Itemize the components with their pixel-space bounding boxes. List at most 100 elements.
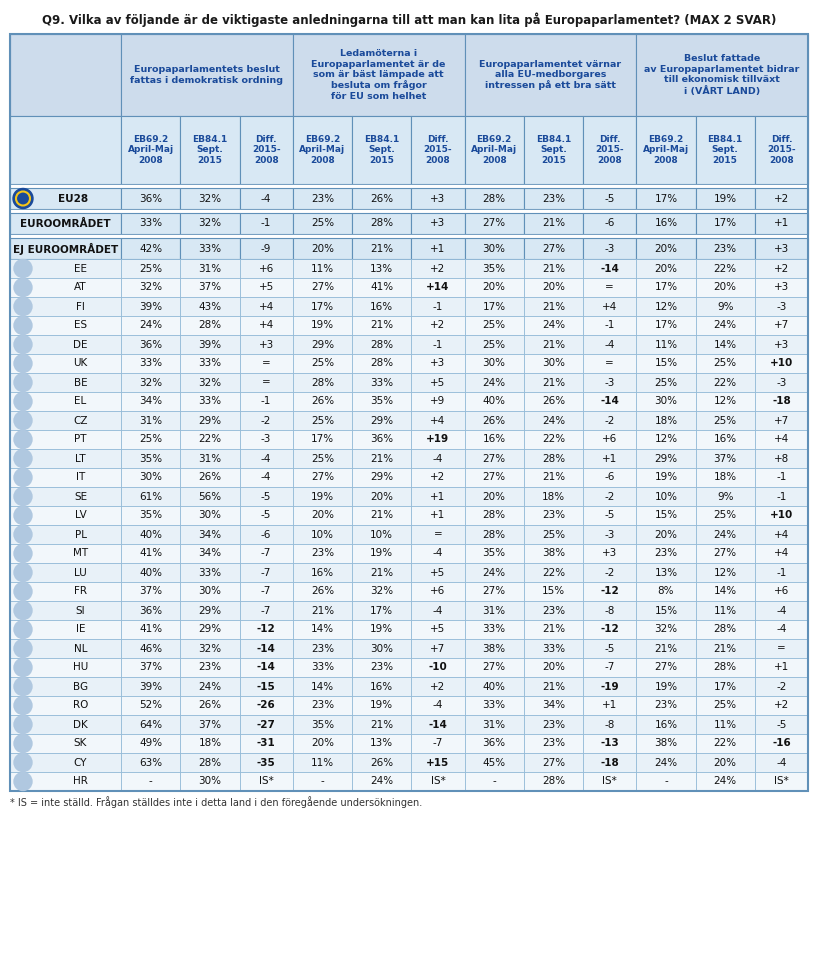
Text: -: - xyxy=(492,776,496,786)
Text: 28%: 28% xyxy=(483,530,506,540)
Bar xyxy=(411,544,465,563)
Text: 23%: 23% xyxy=(311,548,334,558)
Text: 26%: 26% xyxy=(483,416,506,426)
Text: +3: +3 xyxy=(430,358,446,368)
Bar xyxy=(411,753,465,772)
Circle shape xyxy=(14,393,32,410)
Text: 25%: 25% xyxy=(311,358,334,368)
Bar xyxy=(352,468,411,487)
Bar xyxy=(10,316,121,335)
Text: 37%: 37% xyxy=(198,720,222,730)
Text: 16%: 16% xyxy=(654,218,677,229)
Bar xyxy=(465,468,524,487)
Text: +10: +10 xyxy=(770,510,793,520)
Text: 30%: 30% xyxy=(199,586,222,596)
Bar xyxy=(240,238,293,259)
Bar xyxy=(695,582,755,601)
Bar xyxy=(636,620,695,639)
Bar xyxy=(524,188,583,209)
Bar xyxy=(583,116,636,184)
Text: HU: HU xyxy=(73,662,88,672)
Text: -4: -4 xyxy=(433,606,443,616)
Text: 8%: 8% xyxy=(658,586,674,596)
Bar xyxy=(180,658,240,677)
Bar xyxy=(240,696,293,715)
Bar xyxy=(10,582,121,601)
Text: 11%: 11% xyxy=(713,606,737,616)
Text: 24%: 24% xyxy=(483,378,506,388)
Text: =: = xyxy=(262,378,271,388)
Bar xyxy=(636,430,695,449)
Text: 56%: 56% xyxy=(198,492,222,502)
Bar xyxy=(755,696,808,715)
Text: 21%: 21% xyxy=(542,682,565,692)
Bar xyxy=(636,715,695,734)
Text: 18%: 18% xyxy=(654,416,677,426)
Text: 30%: 30% xyxy=(199,510,222,520)
Text: 17%: 17% xyxy=(654,320,677,330)
Circle shape xyxy=(14,431,32,448)
Bar xyxy=(695,297,755,316)
Text: 21%: 21% xyxy=(542,472,565,482)
Text: -4: -4 xyxy=(605,340,615,350)
Text: 20%: 20% xyxy=(311,244,334,253)
Text: 28%: 28% xyxy=(311,378,334,388)
Text: 30%: 30% xyxy=(654,396,677,406)
Bar xyxy=(695,316,755,335)
Bar xyxy=(293,297,352,316)
Bar xyxy=(695,259,755,278)
Text: 34%: 34% xyxy=(542,700,565,710)
Bar xyxy=(755,297,808,316)
Text: +2: +2 xyxy=(774,194,789,204)
Bar xyxy=(755,411,808,430)
Bar xyxy=(755,278,808,297)
Text: 22%: 22% xyxy=(542,434,565,444)
Circle shape xyxy=(14,355,32,372)
Bar xyxy=(636,354,695,373)
Text: 15%: 15% xyxy=(654,510,677,520)
Bar xyxy=(240,487,293,506)
Text: 30%: 30% xyxy=(542,358,565,368)
Bar xyxy=(180,734,240,753)
Bar xyxy=(411,639,465,658)
Text: 43%: 43% xyxy=(198,302,222,312)
Text: 18%: 18% xyxy=(713,472,737,482)
Text: 20%: 20% xyxy=(483,282,506,292)
Circle shape xyxy=(14,716,32,733)
Bar xyxy=(524,753,583,772)
Text: +3: +3 xyxy=(774,282,789,292)
Text: +4: +4 xyxy=(774,530,789,540)
Bar xyxy=(293,677,352,696)
Circle shape xyxy=(14,754,32,771)
Bar xyxy=(695,715,755,734)
Bar xyxy=(636,601,695,620)
Bar xyxy=(293,34,465,116)
Bar xyxy=(293,468,352,487)
Bar xyxy=(10,238,121,259)
Bar xyxy=(293,259,352,278)
Text: 12%: 12% xyxy=(713,568,737,578)
Bar xyxy=(121,392,180,411)
Text: 33%: 33% xyxy=(311,662,334,672)
Text: 29%: 29% xyxy=(198,606,222,616)
Text: 36%: 36% xyxy=(483,738,506,748)
Text: -10: -10 xyxy=(429,662,447,672)
Bar xyxy=(180,563,240,582)
Bar xyxy=(293,238,352,259)
Bar xyxy=(524,213,583,234)
Bar xyxy=(755,335,808,354)
Text: EUROOMRÅDET: EUROOMRÅDET xyxy=(20,218,110,229)
Bar xyxy=(755,715,808,734)
Bar xyxy=(524,449,583,468)
Bar xyxy=(10,715,121,734)
Text: -3: -3 xyxy=(605,244,615,253)
Bar xyxy=(411,715,465,734)
Bar xyxy=(240,468,293,487)
Text: +2: +2 xyxy=(774,700,789,710)
Bar xyxy=(636,582,695,601)
Bar xyxy=(411,468,465,487)
Text: -13: -13 xyxy=(600,738,619,748)
Text: 31%: 31% xyxy=(139,416,162,426)
Text: 19%: 19% xyxy=(370,624,393,634)
Text: 26%: 26% xyxy=(311,586,334,596)
